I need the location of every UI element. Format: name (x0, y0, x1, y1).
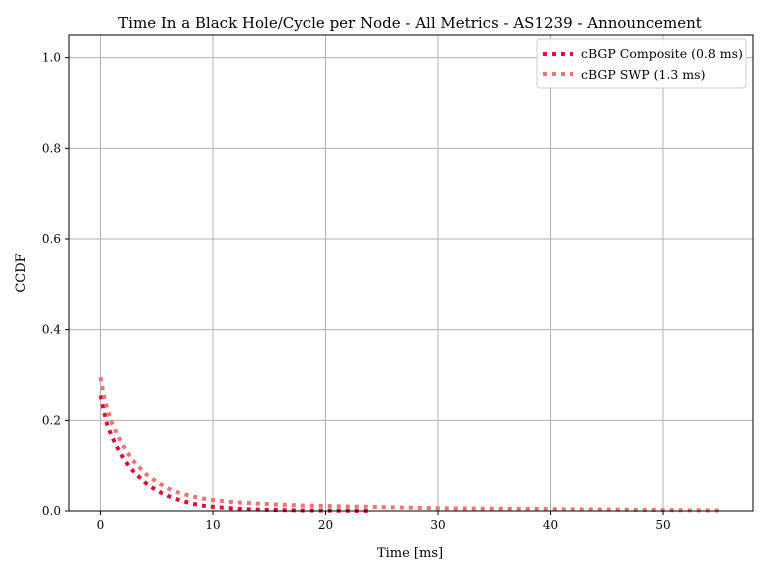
x-tick-label: 20 (318, 518, 333, 532)
y-tick-label: 0.4 (42, 323, 61, 337)
plot-frame (68, 34, 754, 512)
x-tick-label: 10 (205, 518, 220, 532)
y-tick-label: 0.2 (42, 413, 61, 427)
legend-label-swp: cBGP SWP (1.3 ms) (581, 67, 705, 82)
x-tick-label: 30 (430, 518, 445, 532)
legend: cBGP Composite (0.8 ms) cBGP SWP (1.3 ms… (536, 38, 747, 89)
y-tick-label: 0.0 (42, 504, 61, 518)
x-axis-label: Time [ms] (377, 546, 443, 561)
series-group (98, 376, 720, 513)
chart-title: Time In a Black Hole/Cycle per Node - Al… (118, 14, 702, 32)
x-tick-label: 40 (543, 518, 558, 532)
y-tick-label: 0.6 (42, 232, 61, 246)
y-ticks: 0.0 0.2 0.4 0.6 0.8 1.0 (42, 51, 69, 518)
grid-lines (69, 35, 753, 512)
series-line-composite (98, 394, 371, 513)
y-tick-label: 0.8 (42, 141, 61, 155)
legend-box (536, 38, 747, 89)
series-line-swp (98, 376, 720, 513)
y-tick-label: 1.0 (42, 51, 61, 65)
y-axis-label: CCDF (14, 253, 29, 292)
x-ticks: 0 10 20 30 40 50 (97, 511, 671, 532)
legend-label-composite: cBGP Composite (0.8 ms) (581, 46, 743, 61)
x-tick-label: 0 (97, 518, 105, 532)
x-tick-label: 50 (655, 518, 670, 532)
